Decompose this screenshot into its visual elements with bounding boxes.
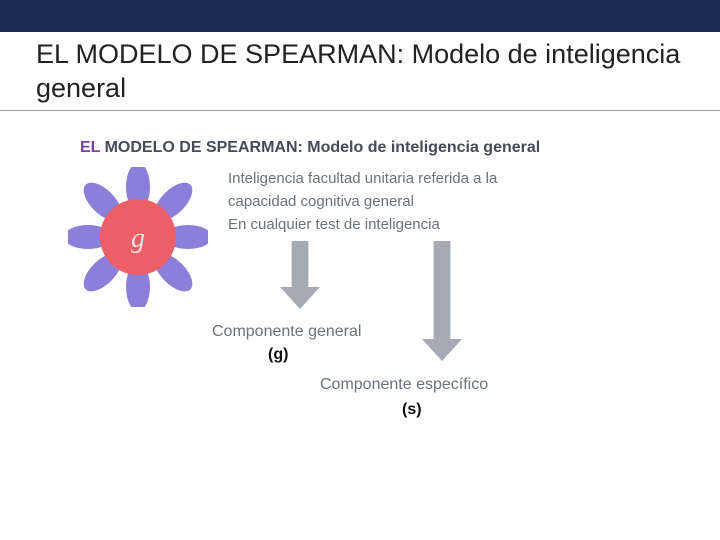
subtitle: EL MODELO DE SPEARMAN: Modelo de intelig… <box>80 139 540 157</box>
svg-text:g: g <box>131 223 145 254</box>
g-symbol: (g) <box>268 346 288 364</box>
desc-line-3: En cualquier test de inteligencia <box>228 213 497 236</box>
subtitle-rest: MODELO DE SPEARMAN: Modelo de inteligenc… <box>100 139 540 156</box>
g-flower-diagram: g <box>68 167 208 307</box>
arrow-to-s <box>422 241 462 366</box>
desc-line-2: capacidad cognitiva general <box>228 190 497 213</box>
subtitle-label: EL <box>80 139 100 156</box>
header-bar <box>0 0 720 32</box>
component-specific-label: Componente específico <box>320 376 488 394</box>
component-general-label: Componente general <box>212 323 361 341</box>
arrow-to-g <box>280 241 320 314</box>
content-area: EL MODELO DE SPEARMAN: Modelo de intelig… <box>0 139 720 539</box>
desc-line-1: Inteligencia facultad unitaria referida … <box>228 167 497 190</box>
description-block: Inteligencia facultad unitaria referida … <box>228 167 497 237</box>
page-title: EL MODELO DE SPEARMAN: Modelo de intelig… <box>0 32 720 111</box>
s-symbol: (s) <box>402 401 422 419</box>
